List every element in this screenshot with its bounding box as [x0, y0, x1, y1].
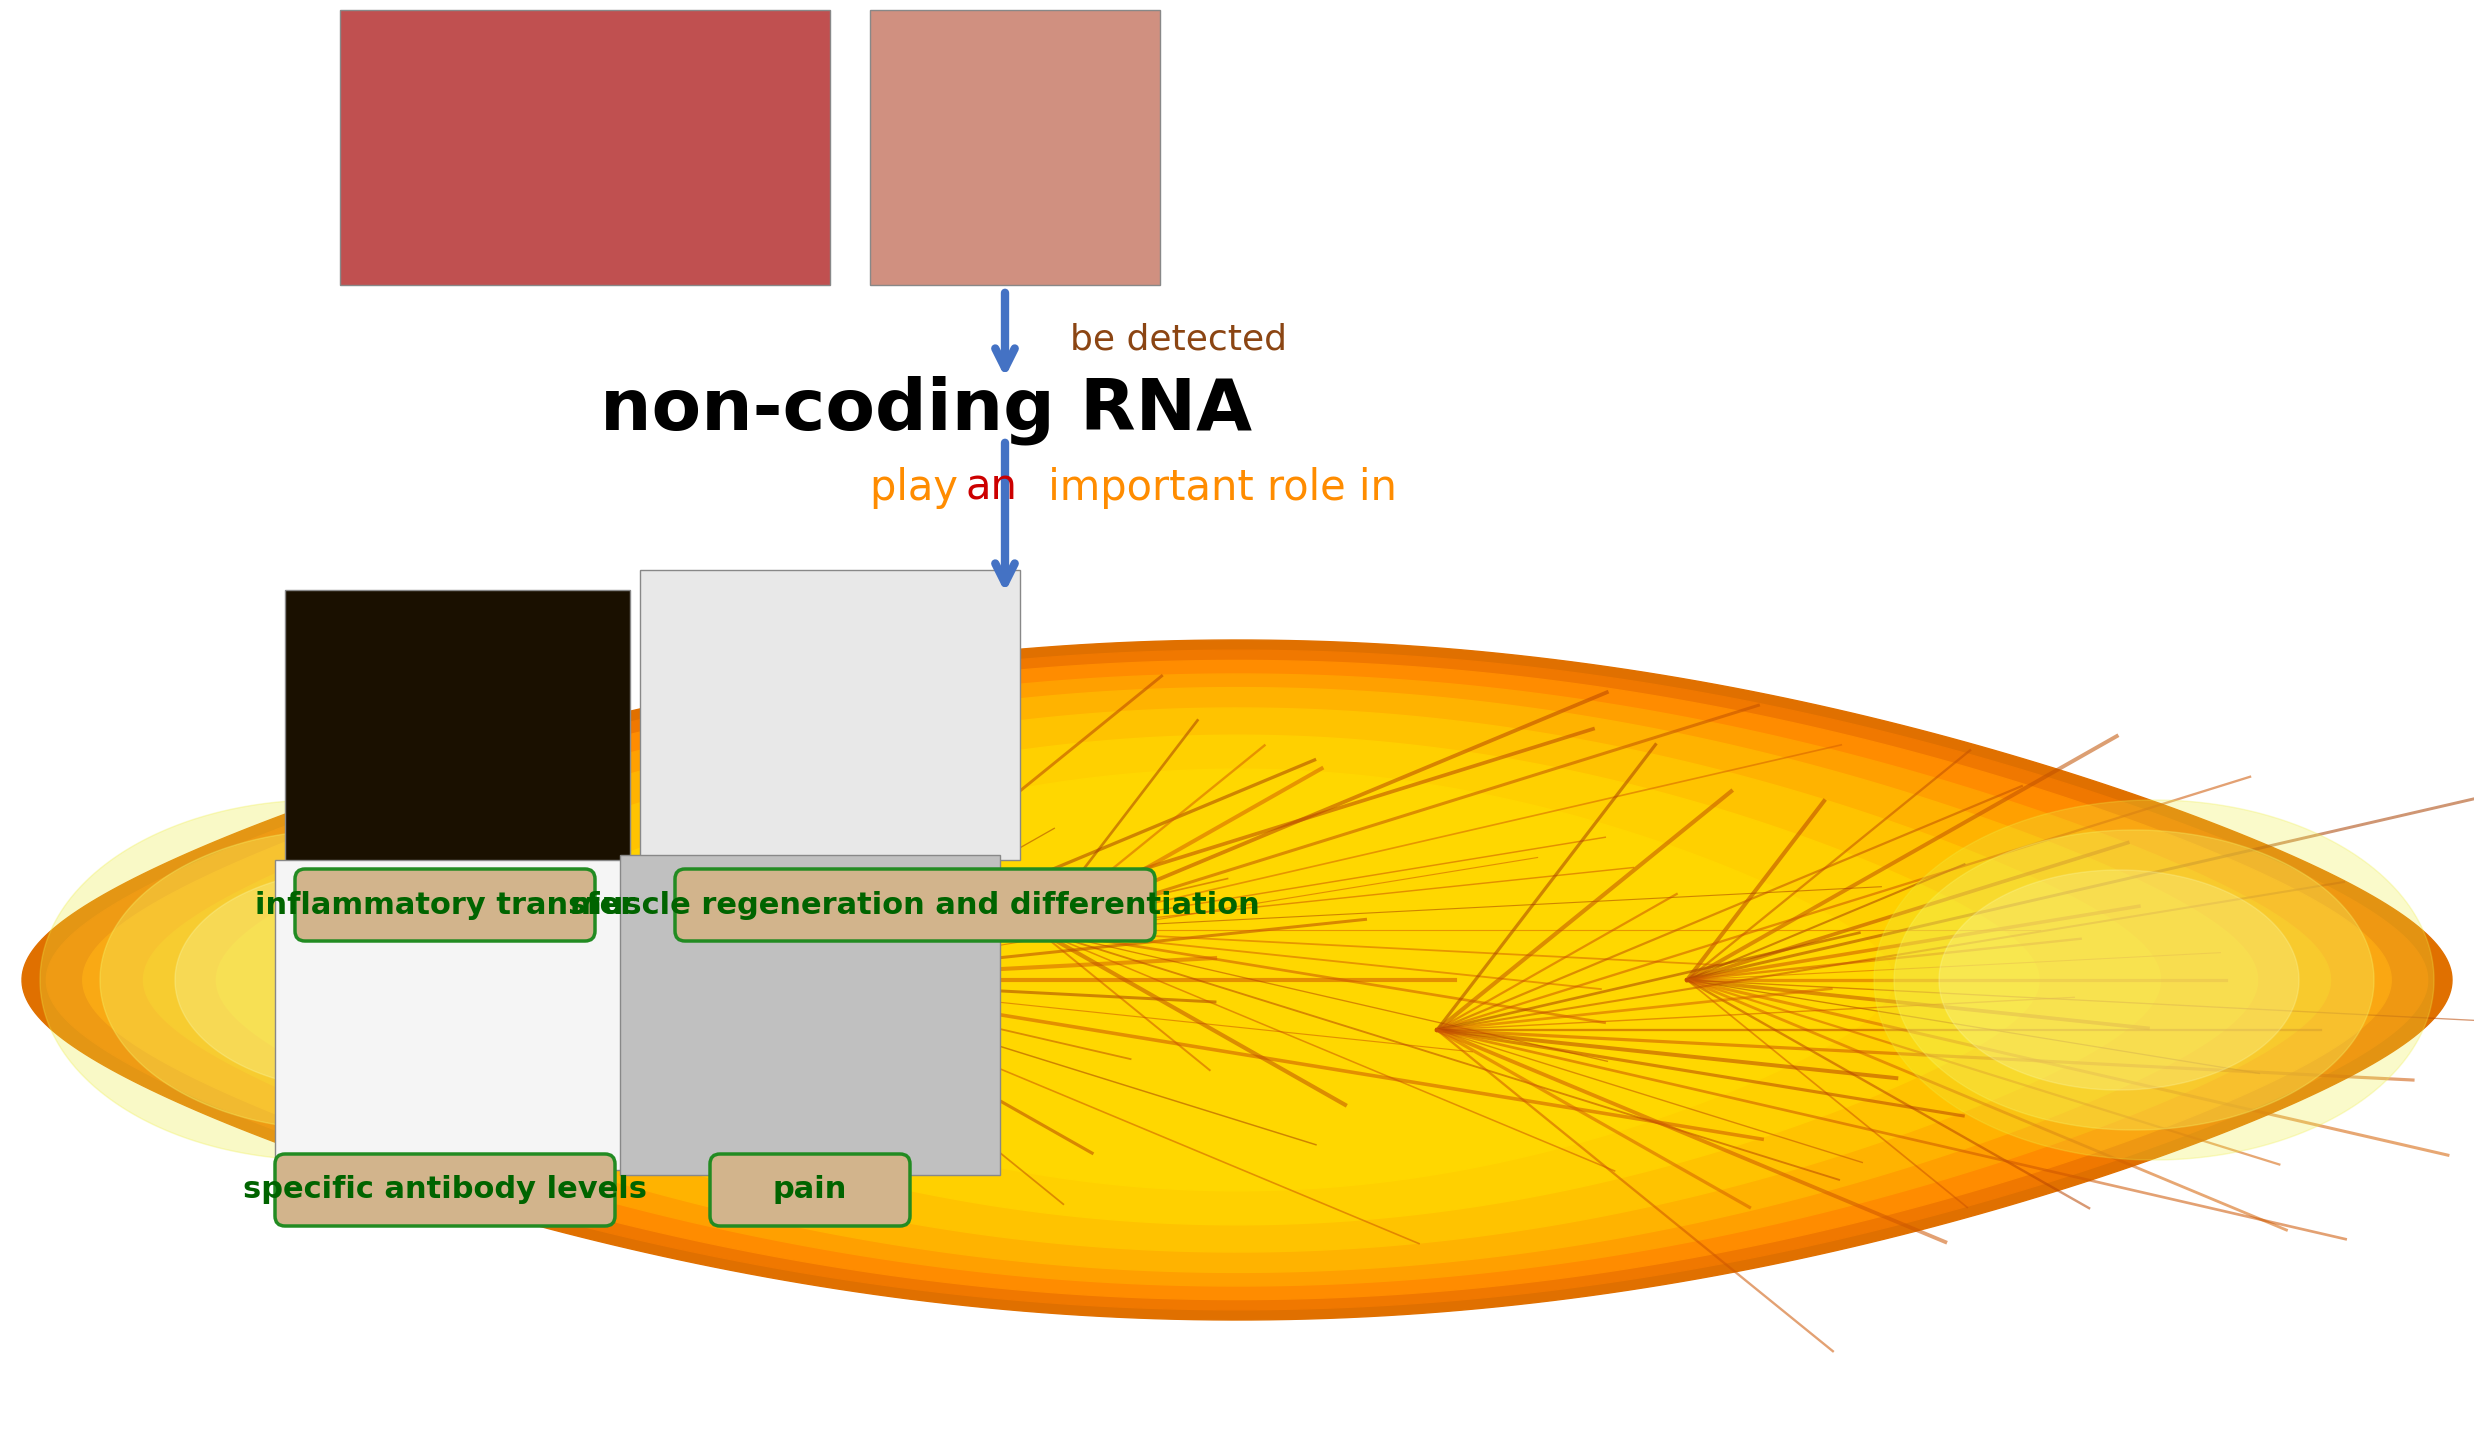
Polygon shape — [99, 831, 579, 1131]
Polygon shape — [47, 650, 2427, 1309]
FancyBboxPatch shape — [675, 870, 1155, 942]
Text: an: an — [965, 467, 1017, 509]
Text: important role in: important role in — [1034, 467, 1398, 509]
Polygon shape — [1940, 870, 2298, 1090]
FancyBboxPatch shape — [275, 1154, 616, 1226]
Text: non-coding RNA: non-coding RNA — [601, 375, 1252, 444]
FancyBboxPatch shape — [275, 859, 656, 1169]
FancyBboxPatch shape — [871, 10, 1160, 286]
Polygon shape — [1873, 800, 2434, 1159]
FancyBboxPatch shape — [621, 855, 999, 1175]
FancyBboxPatch shape — [710, 1154, 910, 1226]
Polygon shape — [176, 870, 534, 1090]
Text: specific antibody levels: specific antibody levels — [242, 1175, 648, 1204]
Text: inflammatory transfer: inflammatory transfer — [255, 891, 636, 920]
Polygon shape — [215, 688, 2259, 1272]
Text: pain: pain — [772, 1175, 846, 1204]
Polygon shape — [82, 660, 2392, 1299]
FancyBboxPatch shape — [285, 590, 631, 880]
Polygon shape — [22, 640, 2452, 1319]
FancyBboxPatch shape — [294, 870, 596, 942]
Polygon shape — [435, 735, 2039, 1224]
Polygon shape — [314, 708, 2160, 1252]
FancyBboxPatch shape — [641, 570, 1019, 859]
Text: play: play — [871, 467, 972, 509]
FancyBboxPatch shape — [339, 10, 829, 286]
Polygon shape — [40, 800, 601, 1159]
Polygon shape — [143, 673, 2331, 1286]
Polygon shape — [581, 769, 1893, 1191]
Text: muscle regeneration and differentiation: muscle regeneration and differentiation — [569, 891, 1259, 920]
Polygon shape — [1895, 831, 2375, 1131]
Text: be detected: be detected — [1069, 323, 1286, 358]
